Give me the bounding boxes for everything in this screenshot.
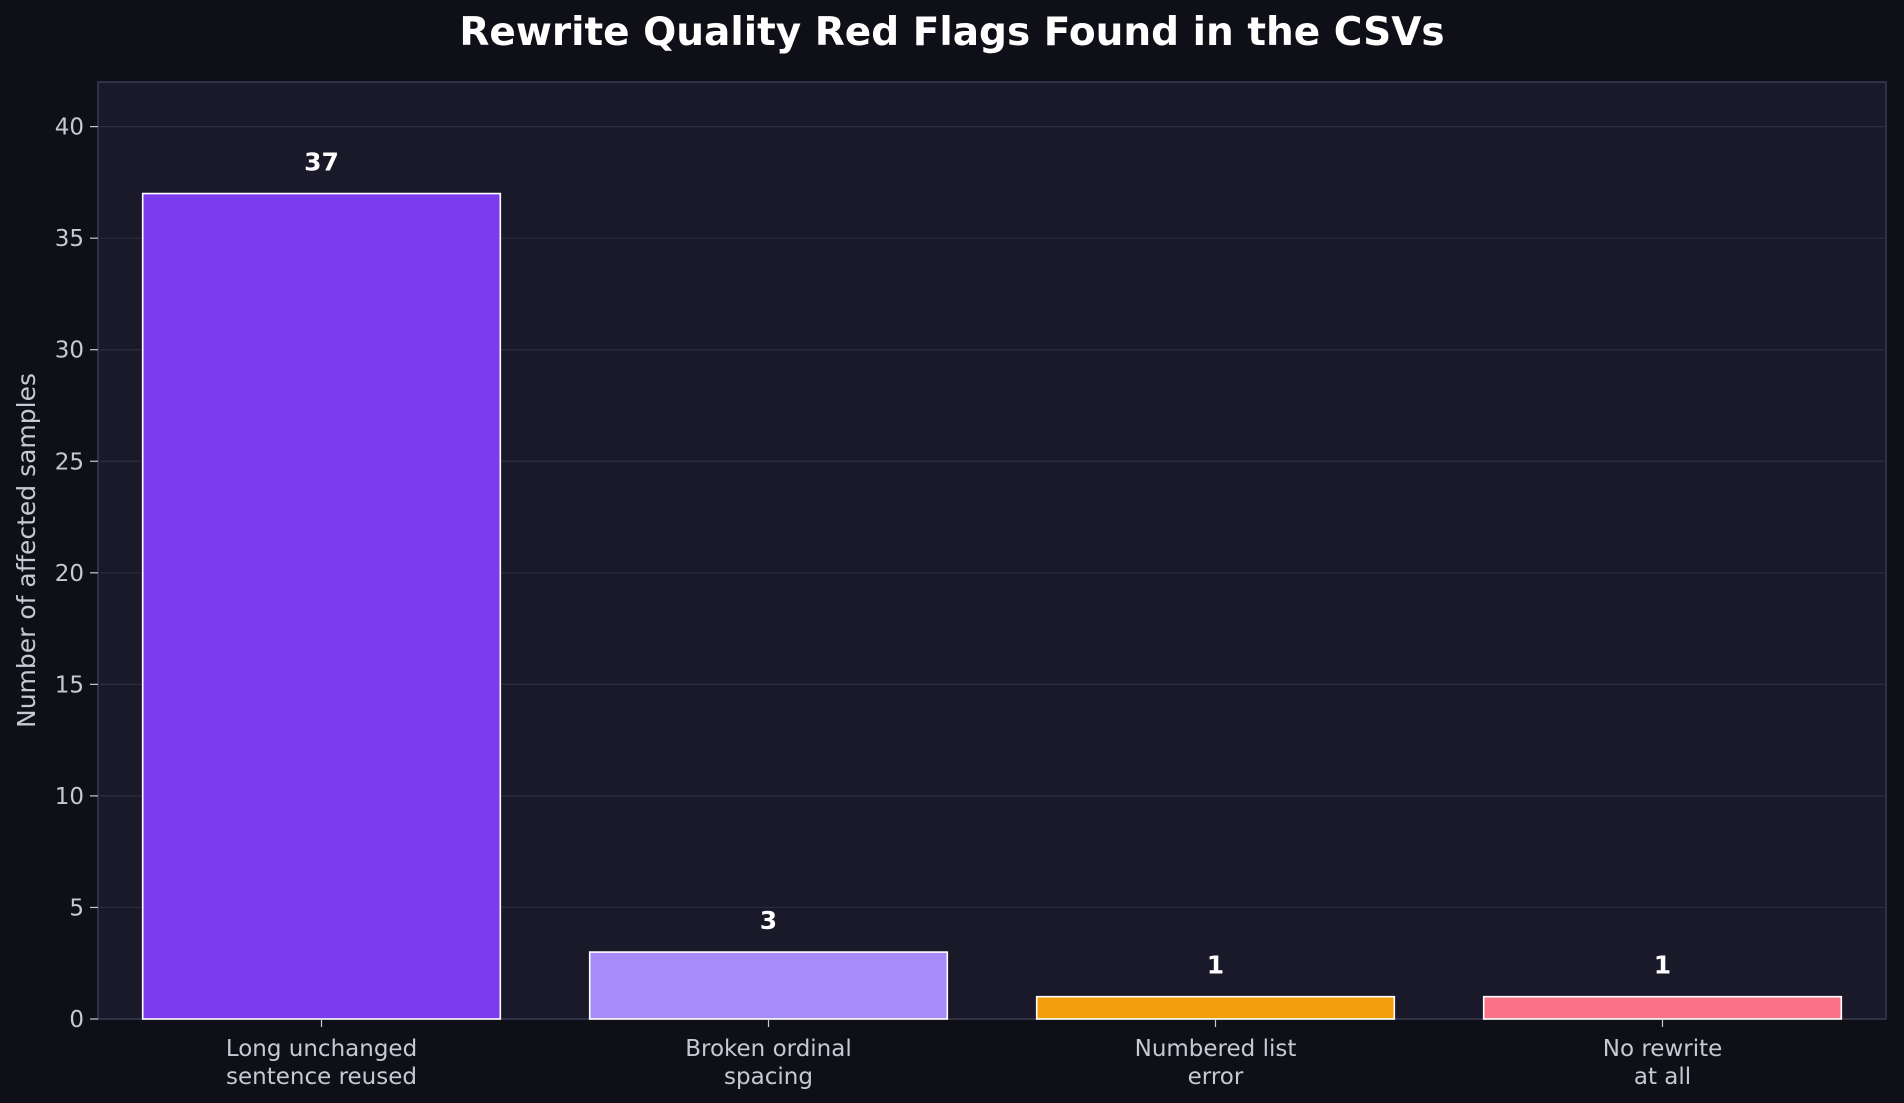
y-axis-label: Number of affected samples	[12, 373, 41, 728]
y-tick-label: 15	[55, 672, 84, 698]
y-tick-label: 5	[69, 895, 84, 921]
bar	[141, 192, 502, 1020]
y-tick-label: 25	[55, 449, 84, 475]
x-axis-ticks: Long unchanged sentence reused Broken ordi…	[226, 1019, 1722, 1090]
y-axis-ticks: 0 5 10 15 20 25 30 35 40	[55, 115, 98, 1033]
value-label: 1	[1207, 951, 1224, 980]
y-tick-label: 30	[55, 338, 84, 364]
x-tick-label: Long unchanged sentence reused	[226, 1036, 417, 1090]
bar	[588, 951, 949, 1020]
value-label: 3	[760, 906, 777, 935]
bar	[1035, 995, 1396, 1020]
bars	[141, 192, 1843, 1020]
x-tick-label: Numbered list error	[1135, 1036, 1297, 1090]
value-label: 37	[304, 148, 339, 177]
bar	[1482, 995, 1843, 1020]
y-tick-label: 40	[55, 115, 84, 141]
y-tick-label: 20	[55, 561, 84, 587]
y-tick-label: 10	[55, 784, 84, 810]
y-tick-label: 35	[55, 226, 84, 252]
value-labels: 37 3 1 1	[304, 148, 1671, 980]
value-label: 1	[1654, 951, 1671, 980]
x-tick-label: Broken ordinal spacing	[685, 1036, 852, 1090]
chart-title: Rewrite Quality Red Flags Found in the C…	[459, 10, 1445, 55]
x-tick-label: No rewrite at all	[1603, 1036, 1723, 1090]
y-tick-label: 0	[69, 1007, 84, 1033]
